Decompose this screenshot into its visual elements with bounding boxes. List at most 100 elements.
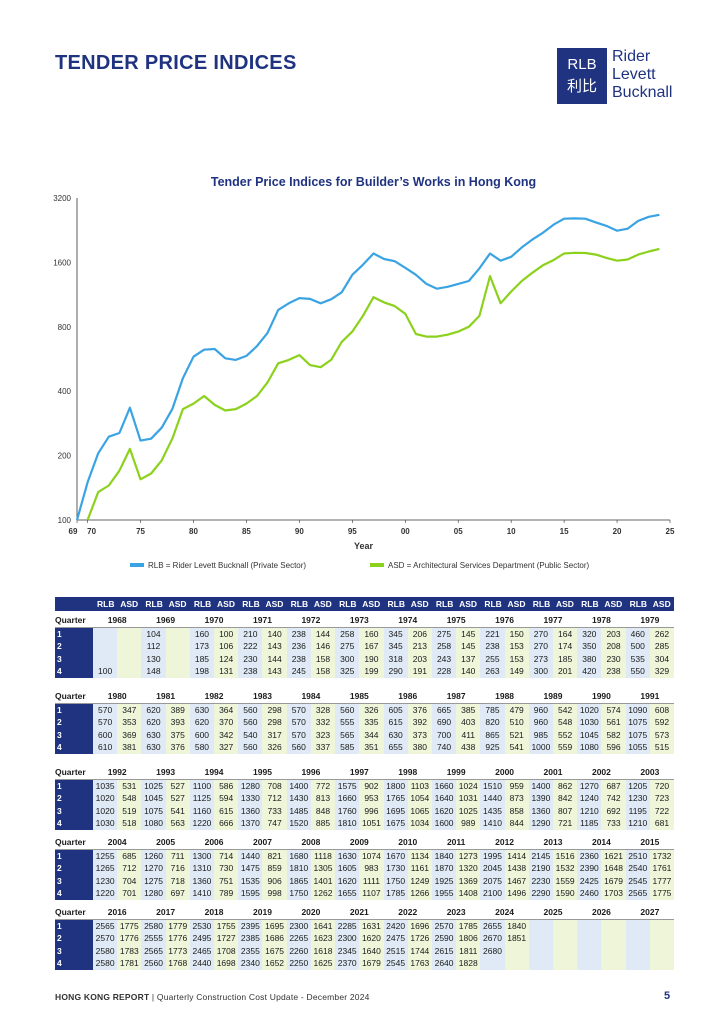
asd-value: 1631 [359, 919, 384, 932]
asd-value: 721 [553, 817, 578, 830]
rlb-value: 1595 [238, 887, 263, 900]
asd-value: 608 [649, 703, 675, 716]
asd-value: 1776 [165, 932, 190, 945]
year-header: 2002 [577, 766, 626, 780]
asd-value: 711 [165, 849, 190, 862]
logo-chinese-text: 利比 [566, 78, 597, 95]
rlb-value: 1080 [141, 817, 166, 830]
header-col-asd: ASD [507, 599, 526, 609]
rlb-value: 1255 [93, 849, 118, 862]
quarter-label: Quarter [55, 690, 93, 704]
tender-price-chart: Tender Price Indices for Builder’s Works… [40, 170, 690, 580]
asd-value: 326 [262, 741, 287, 754]
asd-value: 704 [117, 874, 142, 887]
year-header: 1971 [238, 614, 287, 628]
x-tick-label: 85 [242, 527, 251, 536]
rlb-value: 210 [238, 627, 263, 640]
asd-value: 1620 [359, 932, 384, 945]
year-header: 2024 [480, 906, 529, 920]
tpi-table-block: Quarter 1968 1969 1970 1971 1972 1973 1974 1975 1… [55, 614, 675, 678]
rlb-value: 1030 [577, 716, 602, 729]
year-header: 1995 [238, 766, 287, 780]
asd-value: 559 [553, 741, 578, 754]
rlb-value: 345 [383, 627, 408, 640]
asd-value: 813 [310, 792, 336, 805]
rlb-value: 960 [528, 703, 553, 716]
year-header: 1987 [431, 690, 481, 704]
quarter-cell: 1 [55, 627, 93, 640]
rlb-value: 2570 [93, 932, 118, 945]
asd-value: 541 [165, 804, 190, 817]
asd-value: 692 [601, 804, 626, 817]
rlb-value [625, 919, 650, 932]
asd-value: 1679 [601, 874, 626, 887]
year-header: 1978 [577, 614, 626, 628]
asd-value [117, 652, 142, 665]
rlb-value: 1025 [141, 779, 166, 792]
asd-value: 327 [214, 741, 239, 754]
rlb-value: 1240 [577, 792, 602, 805]
asd-value: 1024 [456, 779, 481, 792]
rlb-value: 1360 [189, 874, 215, 887]
series-line-asd [86, 247, 660, 521]
year-header: 2016 [93, 906, 142, 920]
rlb-value: 1280 [238, 779, 263, 792]
year-header: 2026 [577, 906, 626, 920]
quarter-cell: 3 [55, 874, 93, 887]
rlb-value: 1160 [189, 804, 215, 817]
asd-value: 143 [262, 665, 287, 678]
asd-value [117, 627, 142, 640]
x-tick-label: 20 [613, 527, 622, 536]
asd-value: 1590 [553, 887, 578, 900]
table-row: 1 104 160 100 210 140 238 144 258 160 345 206 275 145… [55, 627, 675, 640]
rlb-value: 960 [528, 716, 553, 729]
asd-value: 167 [359, 640, 384, 653]
rlb-value: 2075 [480, 874, 505, 887]
x-tick-label: 25 [666, 527, 675, 536]
table-row: 3 130 185 124 230 144 238 158 300 190 318 203 243 137… [55, 652, 675, 665]
asd-value: 1467 [504, 874, 529, 887]
asd-value: 1623 [310, 932, 336, 945]
rlb-value: 236 [286, 640, 311, 653]
x-tick-label: 90 [295, 527, 304, 536]
rlb-value: 185 [189, 652, 215, 665]
rlb-value: 2300 [335, 932, 360, 945]
asd-value: 953 [359, 792, 384, 805]
rlb-value: 1045 [577, 728, 602, 741]
year-header: 1999 [431, 766, 481, 780]
rlb-value: 2345 [335, 944, 360, 957]
rlb-value [625, 932, 650, 945]
asd-value: 574 [601, 703, 626, 716]
asd-value: 716 [165, 862, 190, 875]
rlb-value [577, 944, 602, 957]
rlb-value: 238 [480, 640, 505, 653]
year-header: 1983 [238, 690, 287, 704]
asd-value: 376 [165, 741, 190, 754]
rlb-value: 570 [93, 703, 118, 716]
asd-value: 718 [165, 874, 190, 887]
rlb-value [577, 957, 602, 970]
year-header: 1988 [480, 690, 529, 704]
rlb-value: 273 [528, 652, 553, 665]
asd-value [165, 627, 190, 640]
header-col-asd: ASD [410, 599, 429, 609]
asd-value: 858 [504, 804, 529, 817]
x-tick-label: 80 [189, 527, 198, 536]
asd-value: 959 [504, 779, 529, 792]
asd-value: 158 [310, 665, 336, 678]
asd-value: 859 [262, 862, 287, 875]
rlb-value: 258 [431, 640, 457, 653]
rlb-value: 2615 [431, 944, 457, 957]
rlb-value: 2425 [577, 874, 602, 887]
asd-value: 1641 [310, 919, 336, 932]
asd-value: 1777 [649, 874, 675, 887]
year-header: 1996 [286, 766, 336, 780]
rlb-value: 300 [528, 665, 553, 678]
rlb-value: 1680 [286, 849, 311, 862]
asd-value: 206 [407, 627, 432, 640]
asd-value: 1496 [504, 887, 529, 900]
rlb-value: 2190 [528, 862, 553, 875]
rlb-value: 1810 [335, 817, 360, 830]
asd-value: 821 [262, 849, 287, 862]
quarter-cell: 1 [55, 703, 93, 716]
